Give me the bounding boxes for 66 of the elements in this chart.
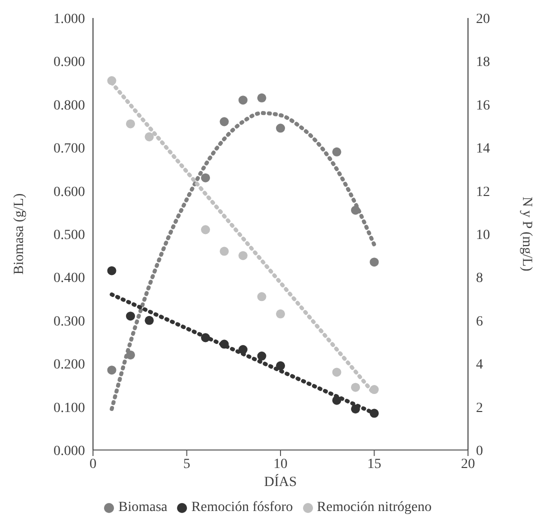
point <box>350 404 360 414</box>
point <box>126 350 136 360</box>
y2-tick-label: 12 <box>476 184 490 200</box>
point <box>257 93 266 102</box>
point <box>200 333 210 342</box>
point <box>200 173 210 182</box>
point <box>200 225 210 234</box>
y-tick-label: 0.600 <box>54 184 85 200</box>
point <box>238 96 248 105</box>
line-series <box>110 111 376 411</box>
point <box>238 345 248 354</box>
point <box>257 292 266 302</box>
x-tick-label: 5 <box>183 456 190 472</box>
y2-tick-label: 6 <box>476 314 483 330</box>
y-tick-label: 0.200 <box>54 358 85 373</box>
point <box>126 312 136 321</box>
point <box>370 408 379 418</box>
point <box>238 251 248 260</box>
y-tick-label: 0.000 <box>54 444 85 459</box>
point <box>220 117 229 126</box>
y2-tick-label: 18 <box>476 55 490 70</box>
point <box>107 266 116 276</box>
legend-label: Remoción nitrógeno <box>316 500 432 515</box>
x-tick-label: 20 <box>461 456 475 472</box>
y2-tick-label: 14 <box>476 142 490 157</box>
y-tick-label: 0.100 <box>54 400 85 416</box>
point <box>332 396 342 405</box>
y2-tick-label: 20 <box>476 12 490 27</box>
y-tick-label: 0.300 <box>54 314 85 330</box>
x-tick-label: 15 <box>367 456 382 472</box>
y-tick-label: 0.500 <box>54 228 85 243</box>
y-axis-title: Biomasa (g/L) <box>12 193 27 275</box>
point <box>370 385 379 394</box>
y2-tick-label: 4 <box>476 358 483 373</box>
point <box>220 340 229 349</box>
point <box>257 352 266 361</box>
point <box>220 246 229 256</box>
y-tick-label: 0.800 <box>54 98 85 114</box>
x-tick-label: 0 <box>90 456 96 472</box>
y-tick-label: 0.700 <box>54 142 85 157</box>
x-axis-title: DÍAS <box>264 473 297 490</box>
point <box>350 382 360 392</box>
x-tick-label: 10 <box>274 456 288 472</box>
point <box>144 316 154 325</box>
y-tick-label: 1.000 <box>54 12 85 27</box>
point <box>332 147 342 156</box>
point <box>107 76 116 86</box>
y2-tick-label: 16 <box>476 98 490 114</box>
y2-tick-label: 2 <box>476 400 483 416</box>
y-tick-label: 0.900 <box>54 55 85 70</box>
y2-tick-label: 0 <box>476 444 483 459</box>
point <box>276 309 286 318</box>
point <box>332 368 342 377</box>
point <box>276 361 286 370</box>
point <box>126 119 136 128</box>
point <box>107 366 116 375</box>
y-tick-label: 0.400 <box>54 271 85 286</box>
point <box>144 132 154 142</box>
point <box>276 124 286 133</box>
y2-tick-label: 8 <box>476 271 483 286</box>
point <box>370 258 379 267</box>
point <box>350 206 360 215</box>
legend-label: Remoción fósforo <box>191 500 293 515</box>
legend-label: Biomasa <box>118 500 168 515</box>
y2-axis-title: N y P (mg/L) <box>519 196 534 272</box>
y2-tick-label: 10 <box>476 228 490 243</box>
